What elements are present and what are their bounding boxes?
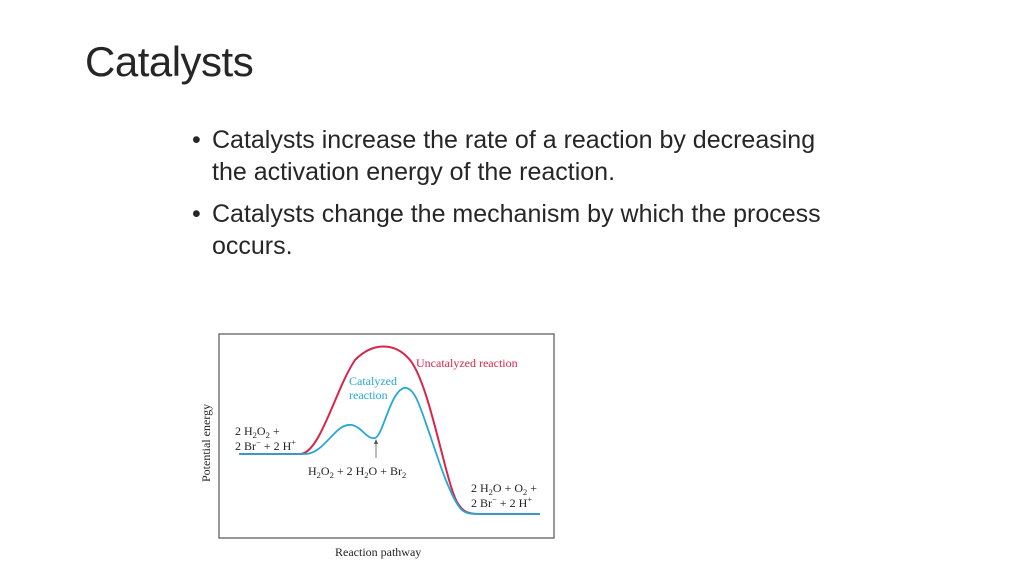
uncatalyzed-label: Uncatalyzed reaction	[416, 356, 518, 370]
bullet-item: • Catalysts increase the rate of a react…	[192, 124, 832, 188]
energy-diagram: Uncatalyzed reaction Catalyzed reaction …	[195, 330, 575, 565]
products-line1: 2 H2O + O2 +	[471, 481, 537, 497]
bullet-dot: •	[192, 126, 201, 154]
catalyzed-label-line1: Catalyzed	[349, 374, 397, 388]
catalyzed-label-line2: reaction	[349, 388, 388, 402]
bullet-text: Catalysts change the mechanism by which …	[212, 200, 821, 260]
intermediate-arrowhead	[374, 439, 378, 444]
x-axis-label: Reaction pathway	[335, 545, 421, 559]
y-axis-label: Potential energy	[199, 404, 213, 482]
reactants-line2: 2 Br− + 2 H+	[235, 437, 296, 453]
reactants-line1: 2 H2O2 +	[235, 424, 280, 440]
energy-diagram-svg: Uncatalyzed reaction Catalyzed reaction …	[199, 333, 555, 559]
bullet-text: Catalysts increase the rate of a reactio…	[212, 126, 816, 186]
bullet-list: • Catalysts increase the rate of a react…	[192, 124, 832, 272]
bullet-item: • Catalysts change the mechanism by whic…	[192, 198, 832, 262]
plot-frame	[218, 333, 555, 539]
intermediate-label: H2O2 + 2 H2O + Br2	[308, 464, 406, 480]
catalyzed-curve	[239, 387, 540, 515]
products-line2: 2 Br− + 2 H+	[471, 494, 532, 510]
uncatalyzed-curve	[239, 345, 540, 515]
bullet-dot: •	[192, 200, 201, 228]
slide-title: Catalysts	[85, 38, 254, 85]
